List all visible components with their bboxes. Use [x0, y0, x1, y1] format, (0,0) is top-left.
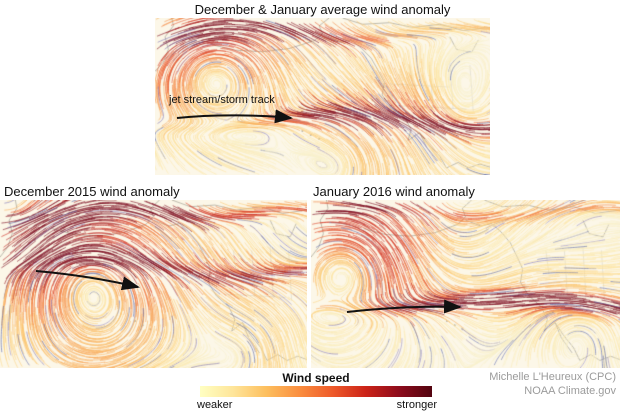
credit-source: NOAA Climate.gov: [524, 385, 616, 397]
credit-author: Michelle L'Heureux (CPC): [489, 371, 616, 383]
credits: Michelle L'Heureux (CPC) NOAA Climate.go…: [400, 370, 616, 398]
map-panel-dec2015: [0, 200, 307, 368]
wind-map-jan2016: [311, 200, 620, 368]
map-title-dec2015: December 2015 wind anomaly: [4, 184, 180, 199]
wind-map-average: [155, 18, 490, 175]
map-title-jan2016: January 2016 wind anomaly: [313, 184, 475, 199]
map-panel-jan2016: [311, 200, 620, 368]
legend-gradient-bar: [200, 386, 432, 397]
legend-label-weaker: weaker: [197, 399, 233, 411]
legend-title: Wind speed: [282, 371, 350, 385]
map-title-average: December & January average wind anomaly: [194, 2, 451, 17]
wind-map-dec2015: [0, 200, 307, 368]
legend-labels: weaker stronger: [197, 399, 437, 411]
legend-label-stronger: stronger: [396, 399, 437, 411]
map-panel-average: jet stream/storm track: [155, 18, 490, 175]
jet-stream-label: jet stream/storm track: [169, 94, 275, 106]
